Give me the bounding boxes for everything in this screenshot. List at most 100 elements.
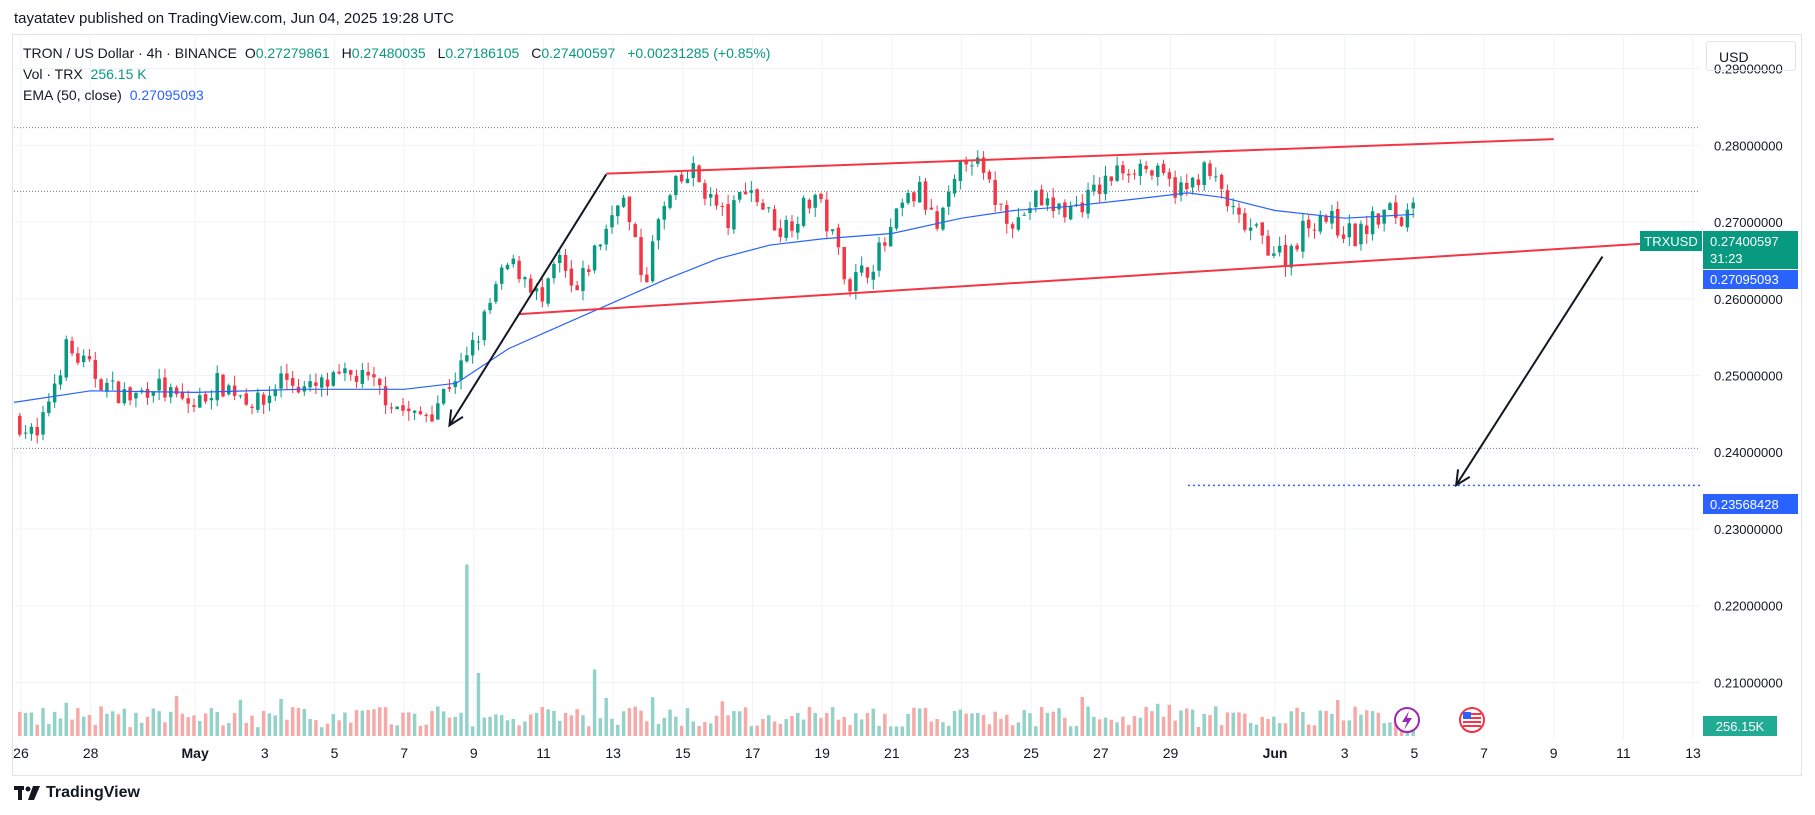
- candle-body: [1092, 184, 1096, 192]
- candle-body: [645, 274, 649, 283]
- volume-bar: [134, 712, 138, 736]
- candle-body: [1132, 173, 1137, 175]
- x-tick-label: 11: [1616, 745, 1631, 761]
- volume-bar: [29, 712, 34, 736]
- volume-bar: [888, 726, 893, 736]
- candle-body: [424, 414, 428, 416]
- x-tick-label: 28: [83, 745, 99, 761]
- volume-bar: [697, 726, 701, 736]
- candle-body: [163, 377, 167, 398]
- volume-bar: [656, 723, 661, 736]
- candle-body: [587, 269, 591, 272]
- volume-bar: [1277, 723, 1282, 736]
- legend-change: +0.00231285 (+0.85%): [627, 45, 771, 61]
- candle-body: [726, 204, 730, 229]
- target-price-label: 0.23568428: [1710, 497, 1779, 512]
- candle-body: [1318, 215, 1323, 232]
- legend-close: 0.27400597: [541, 45, 616, 61]
- y-tick-label: 0.22000000: [1714, 599, 1783, 614]
- candle-body: [952, 178, 957, 194]
- us-flag-icon[interactable]: [1459, 707, 1485, 733]
- volume-bar: [639, 710, 643, 736]
- volume-bar: [772, 721, 777, 736]
- candle-body: [1196, 179, 1201, 186]
- candle-body: [267, 395, 272, 404]
- volume-bar: [1074, 726, 1079, 736]
- candle-body: [842, 246, 846, 280]
- candle-body: [941, 207, 945, 230]
- arrow-down[interactable]: [1454, 256, 1604, 488]
- candle-body: [569, 268, 574, 286]
- volume-bar: [1039, 707, 1044, 736]
- x-tick-label: 27: [1093, 745, 1109, 761]
- volume-bar: [685, 708, 690, 736]
- currency-selector[interactable]: USD: [1706, 41, 1796, 71]
- candle-body: [52, 383, 57, 403]
- candle-body: [534, 288, 539, 292]
- volume-bar: [505, 720, 510, 736]
- volume-bar: [534, 712, 539, 736]
- candle-body: [198, 395, 202, 408]
- volume-bar: [993, 711, 997, 736]
- x-tick-label: 21: [884, 745, 900, 761]
- volume-bar: [1097, 719, 1102, 736]
- volume-bar: [1161, 716, 1166, 736]
- volume-bar: [139, 722, 144, 736]
- volume-bar: [755, 725, 759, 736]
- candle-body: [1109, 176, 1114, 181]
- symbol-tag: TRXUSD: [1644, 234, 1697, 249]
- candle-body: [1347, 223, 1352, 238]
- volume-bar: [157, 711, 161, 736]
- candle-body: [412, 410, 417, 413]
- candle-body: [703, 183, 707, 199]
- candle-body: [1283, 244, 1288, 267]
- volume-label: 256.15K: [1716, 719, 1765, 734]
- candle-body: [656, 219, 661, 241]
- y-tick-label: 0.25000000: [1714, 368, 1783, 383]
- candle-body: [1219, 174, 1224, 189]
- volume-bar: [563, 712, 568, 736]
- volume-bar: [923, 707, 928, 736]
- volume-tag-bg: [1703, 716, 1777, 736]
- y-tick-label: 0.24000000: [1714, 445, 1783, 460]
- countdown-label: 31:23: [1710, 251, 1743, 266]
- candle-body: [871, 271, 875, 280]
- candle-body: [192, 405, 196, 407]
- lightning-icon[interactable]: [1394, 707, 1420, 733]
- volume-bar: [865, 713, 870, 736]
- candle-body: [772, 209, 777, 231]
- x-tick-label: 13: [1685, 745, 1701, 761]
- candle-body: [1028, 208, 1032, 213]
- channel-upper-line[interactable]: [606, 138, 1554, 175]
- volume-bar: [1167, 704, 1172, 736]
- volume-bar: [679, 725, 684, 736]
- volume-bar: [459, 712, 463, 736]
- volume-bar: [325, 723, 330, 736]
- candle-body: [1039, 189, 1044, 206]
- candle-body: [1359, 223, 1363, 245]
- candle-body: [47, 401, 51, 413]
- volume-bar: [1324, 710, 1328, 736]
- x-tick-label: 5: [1410, 745, 1418, 761]
- volume-bar: [418, 725, 423, 736]
- candle-body: [1277, 245, 1282, 253]
- candle-body: [1394, 202, 1398, 218]
- volume-bar: [302, 708, 307, 736]
- candle-body: [935, 211, 939, 229]
- candle-body: [784, 219, 788, 238]
- volume-bar: [749, 726, 754, 736]
- volume-bar: [215, 712, 219, 736]
- arrow-up[interactable]: [448, 173, 608, 428]
- volume-bar: [41, 708, 45, 736]
- volume-bar: [581, 715, 585, 736]
- tradingview-logo[interactable]: TradingView: [14, 784, 140, 802]
- candle-body: [732, 200, 736, 230]
- candle-body: [917, 181, 922, 203]
- candle-body: [348, 370, 353, 375]
- x-tick-label: 25: [1023, 745, 1039, 761]
- volume-bar: [319, 727, 324, 736]
- volume-bar: [726, 715, 730, 736]
- channel-lower-line[interactable]: [519, 241, 1659, 316]
- candle-body: [35, 426, 39, 436]
